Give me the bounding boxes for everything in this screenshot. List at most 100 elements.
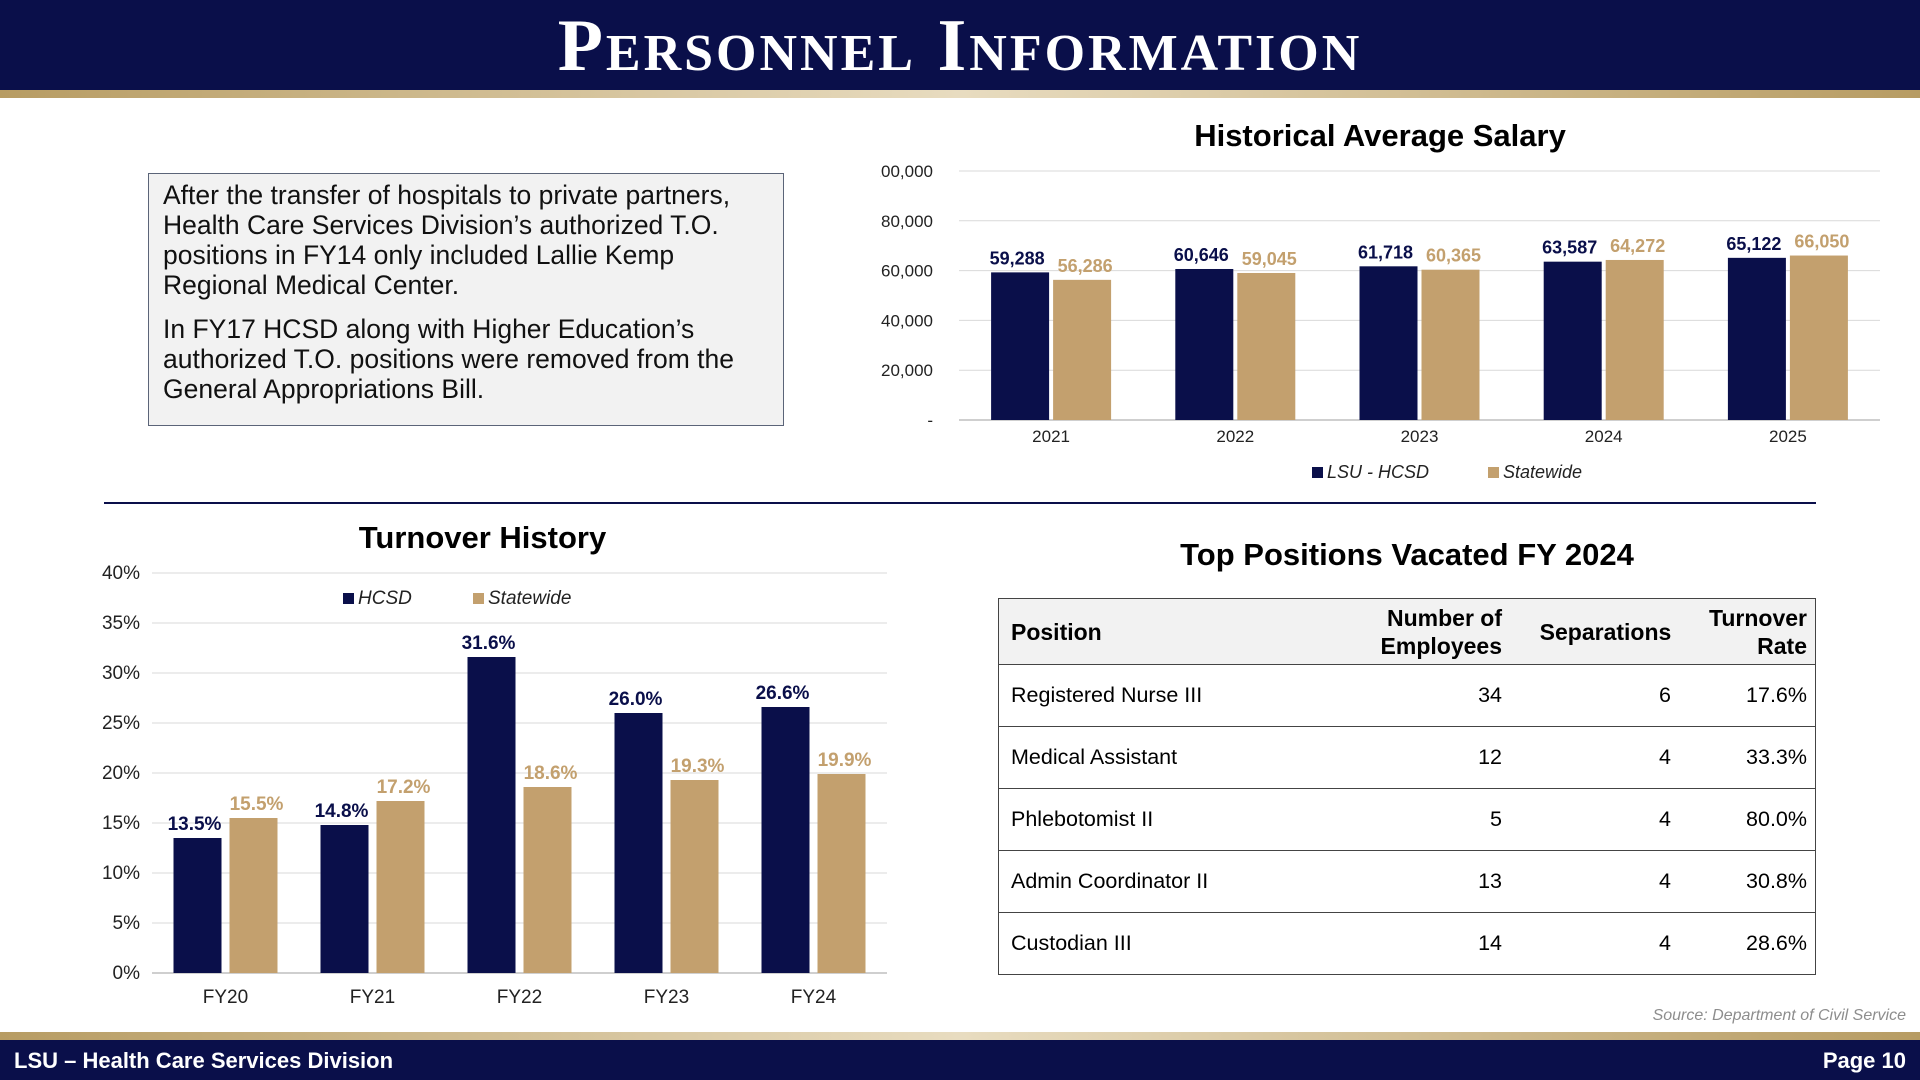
table-row: Phlebotomist II 5 4 80.0% bbox=[998, 788, 1816, 851]
bar bbox=[614, 713, 663, 973]
table-cell: Registered Nurse III bbox=[998, 664, 1319, 727]
bar bbox=[1421, 269, 1480, 420]
footer-org-name: LSU – Health Care Services Division bbox=[14, 1048, 394, 1073]
bar bbox=[376, 801, 425, 973]
x-tick-label: 2022 bbox=[1216, 427, 1254, 446]
data-label: 61,718 bbox=[1358, 242, 1413, 262]
data-label: 26.0% bbox=[609, 689, 663, 710]
y-tick-label: - bbox=[927, 411, 933, 430]
y-tick-label: 20,000 bbox=[881, 361, 933, 380]
table-cell: 33.3% bbox=[1701, 726, 1816, 789]
header-gold-rule bbox=[0, 90, 1920, 98]
data-label: 19.9% bbox=[818, 750, 872, 771]
y-tick-label: 100,000 bbox=[880, 162, 933, 181]
data-label: 64,272 bbox=[1610, 236, 1665, 256]
turnover-chart-title: Turnover History bbox=[358, 520, 607, 555]
bar bbox=[1543, 261, 1602, 420]
y-tick-label: 30% bbox=[102, 663, 140, 684]
data-label: 13.5% bbox=[168, 814, 222, 835]
data-label: 26.6% bbox=[756, 683, 810, 704]
table-title: Top Positions Vacated FY 2024 bbox=[1180, 537, 1634, 572]
bar bbox=[1605, 259, 1664, 420]
y-tick-label: 5% bbox=[113, 913, 141, 934]
column-header: Separations bbox=[1510, 598, 1701, 665]
source-note: Source: Department of Civil Service bbox=[1652, 1007, 1906, 1024]
table-cell: 5 bbox=[1319, 788, 1510, 851]
data-label: 63,587 bbox=[1542, 238, 1597, 258]
data-label: 59,288 bbox=[990, 248, 1045, 268]
data-label: 59,045 bbox=[1242, 249, 1297, 269]
page-title: Personnel Information bbox=[557, 5, 1363, 87]
header-bar bbox=[0, 0, 1920, 90]
table-cell: 14 bbox=[1319, 912, 1510, 975]
table-header-row: Position Number of Employees Separations… bbox=[998, 598, 1816, 665]
bar bbox=[1789, 255, 1848, 420]
footer-gold-rule bbox=[0, 1032, 1920, 1040]
table-cell: 34 bbox=[1319, 664, 1510, 727]
table-cell: 4 bbox=[1510, 726, 1701, 789]
table-cell: Custodian III bbox=[998, 912, 1319, 975]
bar bbox=[991, 272, 1050, 420]
column-header: Number of Employees bbox=[1319, 598, 1510, 665]
data-label: 17.2% bbox=[377, 777, 431, 798]
data-label: 56,286 bbox=[1058, 256, 1113, 276]
legend-swatch bbox=[343, 593, 354, 604]
bar bbox=[467, 657, 516, 973]
y-tick-label: 40% bbox=[102, 563, 140, 584]
table-cell: 6 bbox=[1510, 664, 1701, 727]
y-tick-label: 80,000 bbox=[881, 212, 933, 231]
turnover-chart: 0% 5% 10% 15% 20% 25% 30% 35% 40% FY20 13.5% 15.5% F… bbox=[102, 563, 887, 1008]
table-cell: 28.6% bbox=[1701, 912, 1816, 975]
bar bbox=[1359, 266, 1418, 420]
x-tick-label: 2021 bbox=[1032, 427, 1070, 446]
info-textbox: After the transfer of hospitals to priva… bbox=[148, 173, 784, 426]
table-cell: 4 bbox=[1510, 788, 1701, 851]
table-cell: Phlebotomist II bbox=[998, 788, 1319, 851]
x-tick-label: 2023 bbox=[1401, 427, 1439, 446]
y-tick-label: 15% bbox=[102, 813, 140, 834]
footer-bar: LSU – Health Care Services Division Page… bbox=[0, 1040, 1920, 1080]
data-label: 18.6% bbox=[524, 763, 578, 784]
table-cell: 4 bbox=[1510, 850, 1701, 913]
bar bbox=[320, 825, 369, 973]
y-tick-label: 20% bbox=[102, 763, 140, 784]
bar bbox=[670, 780, 719, 973]
y-tick-label: 60,000 bbox=[881, 262, 933, 281]
data-label: 19.3% bbox=[671, 756, 725, 777]
y-tick-label: 35% bbox=[102, 613, 140, 634]
info-paragraph: In FY17 HCSD along with Higher Education… bbox=[163, 314, 735, 404]
legend-swatch bbox=[1488, 467, 1499, 478]
table-cell: Medical Assistant bbox=[998, 726, 1319, 789]
salary-chart: - 20,000 40,000 60,000 80,000 100,000 2021 59,2… bbox=[880, 162, 1880, 482]
section-divider bbox=[104, 502, 1816, 504]
data-label: 60,365 bbox=[1426, 246, 1481, 266]
page-number: Page 10 bbox=[1822, 1048, 1906, 1073]
table-cell: 30.8% bbox=[1701, 850, 1816, 913]
table-cell: 13 bbox=[1319, 850, 1510, 913]
legend-label: HCSD bbox=[358, 588, 412, 609]
table-row: Admin Coordinator II 13 4 30.8% bbox=[998, 850, 1816, 913]
x-tick-label: FY23 bbox=[644, 987, 689, 1008]
table-cell: 17.6% bbox=[1701, 664, 1816, 727]
bar bbox=[229, 818, 278, 973]
data-label: 66,050 bbox=[1794, 232, 1849, 252]
legend-swatch bbox=[1312, 467, 1323, 478]
x-tick-label: 2024 bbox=[1585, 427, 1623, 446]
legend-label: Statewide bbox=[488, 588, 571, 609]
table-cell: 80.0% bbox=[1701, 788, 1816, 851]
bar bbox=[1053, 279, 1112, 420]
data-label: 31.6% bbox=[462, 633, 516, 654]
bar bbox=[1237, 272, 1296, 420]
data-label: 15.5% bbox=[230, 794, 284, 815]
table-cell: 12 bbox=[1319, 726, 1510, 789]
y-tick-label: 40,000 bbox=[881, 311, 933, 330]
x-tick-label: FY20 bbox=[203, 987, 248, 1008]
table-cell: 4 bbox=[1510, 912, 1701, 975]
bar bbox=[1727, 257, 1786, 420]
column-header: Turnover Rate bbox=[1701, 598, 1816, 665]
table-cell: Admin Coordinator II bbox=[998, 850, 1319, 913]
bar bbox=[817, 774, 866, 973]
bar bbox=[761, 707, 810, 973]
column-header: Position bbox=[998, 598, 1319, 665]
bar bbox=[1175, 268, 1234, 420]
